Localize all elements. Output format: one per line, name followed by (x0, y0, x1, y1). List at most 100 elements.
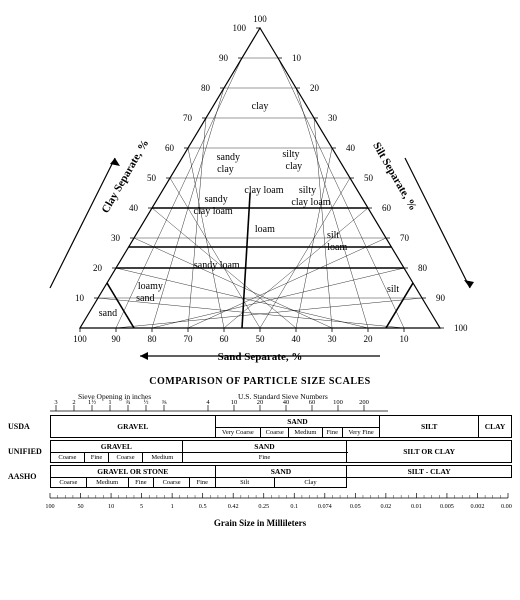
svg-text:clay loam: clay loam (244, 185, 283, 196)
svg-text:40: 40 (129, 203, 139, 213)
svg-text:100: 100 (333, 399, 343, 406)
svg-text:90: 90 (436, 293, 446, 303)
svg-text:loamy: loamy (138, 281, 163, 292)
svg-text:60: 60 (309, 399, 316, 406)
svg-text:sandy loam: sandy loam (194, 260, 240, 271)
svg-text:60: 60 (220, 334, 230, 344)
svg-text:clay loam: clay loam (194, 206, 233, 217)
svg-text:90: 90 (112, 334, 122, 344)
svg-text:10: 10 (75, 293, 85, 303)
svg-text:60: 60 (382, 203, 392, 213)
svg-text:5: 5 (140, 503, 143, 510)
svg-text:20: 20 (257, 399, 264, 406)
svg-text:30: 30 (328, 334, 338, 344)
svg-text:silty: silty (282, 149, 299, 160)
svg-text:30: 30 (328, 113, 338, 123)
svg-text:0.01: 0.01 (411, 503, 422, 510)
svg-text:Silt Separate, %: Silt Separate, % (370, 140, 419, 212)
svg-text:1: 1 (108, 399, 111, 406)
top-ruler: Sieve Opening in inchesU.S. Standard Sie… (8, 391, 512, 415)
svg-text:loam: loam (255, 224, 275, 235)
svg-text:30: 30 (111, 233, 121, 243)
scale-subcell: Silt (215, 478, 274, 488)
scale-subcell: Coarse (261, 428, 289, 438)
svg-text:80: 80 (201, 83, 211, 93)
grain-size-label: Grain Size in Millileters (8, 518, 512, 528)
scale-row-label: AASHO (8, 465, 50, 488)
svg-text:sandy: sandy (217, 152, 240, 163)
scale-cell: SILT (380, 416, 479, 438)
svg-text:Sand Separate, %: Sand Separate, % (218, 351, 303, 363)
svg-text:clay: clay (217, 164, 234, 175)
svg-text:¾: ¾ (126, 399, 131, 406)
svg-text:100: 100 (454, 323, 468, 333)
scale-cell: GRAVEL (51, 416, 216, 438)
svg-text:10: 10 (231, 399, 238, 406)
scale-row-label: UNIFIED (8, 440, 50, 463)
scale-row: USDAGRAVELSANDSILTCLAYVery CoarseCoarseM… (8, 415, 512, 438)
svg-text:silty: silty (299, 185, 316, 196)
svg-text:0.1: 0.1 (290, 503, 298, 510)
svg-text:0.25: 0.25 (258, 503, 269, 510)
scale-subcell: Medium (143, 453, 183, 463)
svg-text:100: 100 (73, 334, 87, 344)
scale-subcell: Coarse (154, 478, 190, 488)
svg-text:60: 60 (165, 143, 175, 153)
scale-subcell: Fine (322, 428, 342, 438)
scale-subcell: Coarse (51, 478, 87, 488)
svg-text:1½: 1½ (88, 399, 96, 406)
scale-cell: GRAVEL (51, 441, 183, 453)
svg-text:½: ½ (144, 399, 149, 406)
scale-table: GRAVELSANDSILT OR CLAYCoarseFineCoarseMe… (50, 440, 512, 463)
svg-text:clay: clay (252, 101, 269, 112)
scale-subcell: Coarse (109, 453, 143, 463)
svg-text:80: 80 (418, 263, 428, 273)
svg-text:40: 40 (292, 334, 302, 344)
bottom-ruler: 1005010510.50.420.250.10.0740.050.020.01… (8, 490, 512, 516)
svg-text:⅜: ⅜ (162, 399, 167, 406)
svg-text:40: 40 (346, 143, 356, 153)
svg-text:silt: silt (327, 230, 339, 241)
scale-row-label: USDA (8, 415, 50, 438)
scale-subcell: Fine (182, 453, 347, 463)
svg-text:50: 50 (147, 173, 157, 183)
svg-text:clay: clay (286, 161, 303, 172)
svg-text:loam: loam (327, 242, 347, 253)
svg-text:2: 2 (72, 399, 75, 406)
scale-cell: GRAVEL OR STONE (51, 466, 216, 478)
svg-text:sand: sand (136, 293, 154, 304)
scale-subcell: Clay (274, 478, 347, 488)
svg-text:70: 70 (400, 233, 410, 243)
svg-text:0.02: 0.02 (380, 503, 391, 510)
scale-cell: SAND (215, 416, 380, 428)
svg-text:3: 3 (54, 399, 57, 406)
scale-subcell: Medium (86, 478, 128, 488)
scale-subcell: Coarse (51, 453, 85, 463)
svg-text:80: 80 (148, 334, 158, 344)
scale-table: GRAVELSANDSILTCLAYVery CoarseCoarseMediu… (50, 415, 512, 438)
svg-text:0.05: 0.05 (350, 503, 361, 510)
svg-text:20: 20 (364, 334, 374, 344)
svg-text:70: 70 (183, 113, 193, 123)
scale-cell: SAND (215, 466, 347, 478)
svg-text:40: 40 (283, 399, 290, 406)
svg-text:sandy: sandy (204, 194, 227, 205)
scale-subcell: Fine (84, 453, 108, 463)
svg-text:silt: silt (387, 284, 399, 295)
scale-subcell: Very Coarse (215, 428, 260, 438)
svg-text:50: 50 (77, 503, 83, 510)
svg-text:20: 20 (93, 263, 103, 273)
svg-text:70: 70 (184, 334, 194, 344)
svg-text:50: 50 (256, 334, 266, 344)
svg-text:sand: sand (99, 308, 117, 319)
svg-text:90: 90 (219, 53, 229, 63)
svg-text:0.5: 0.5 (199, 503, 207, 510)
svg-text:0.074: 0.074 (318, 503, 332, 510)
scale-subcell: Very Fine (342, 428, 379, 438)
svg-text:50: 50 (364, 173, 374, 183)
svg-text:100: 100 (253, 14, 267, 24)
scale-cell: SAND (182, 441, 347, 453)
svg-text:100: 100 (233, 23, 247, 33)
svg-text:10: 10 (292, 53, 302, 63)
scale-row: UNIFIEDGRAVELSANDSILT OR CLAYCoarseFineC… (8, 440, 512, 463)
